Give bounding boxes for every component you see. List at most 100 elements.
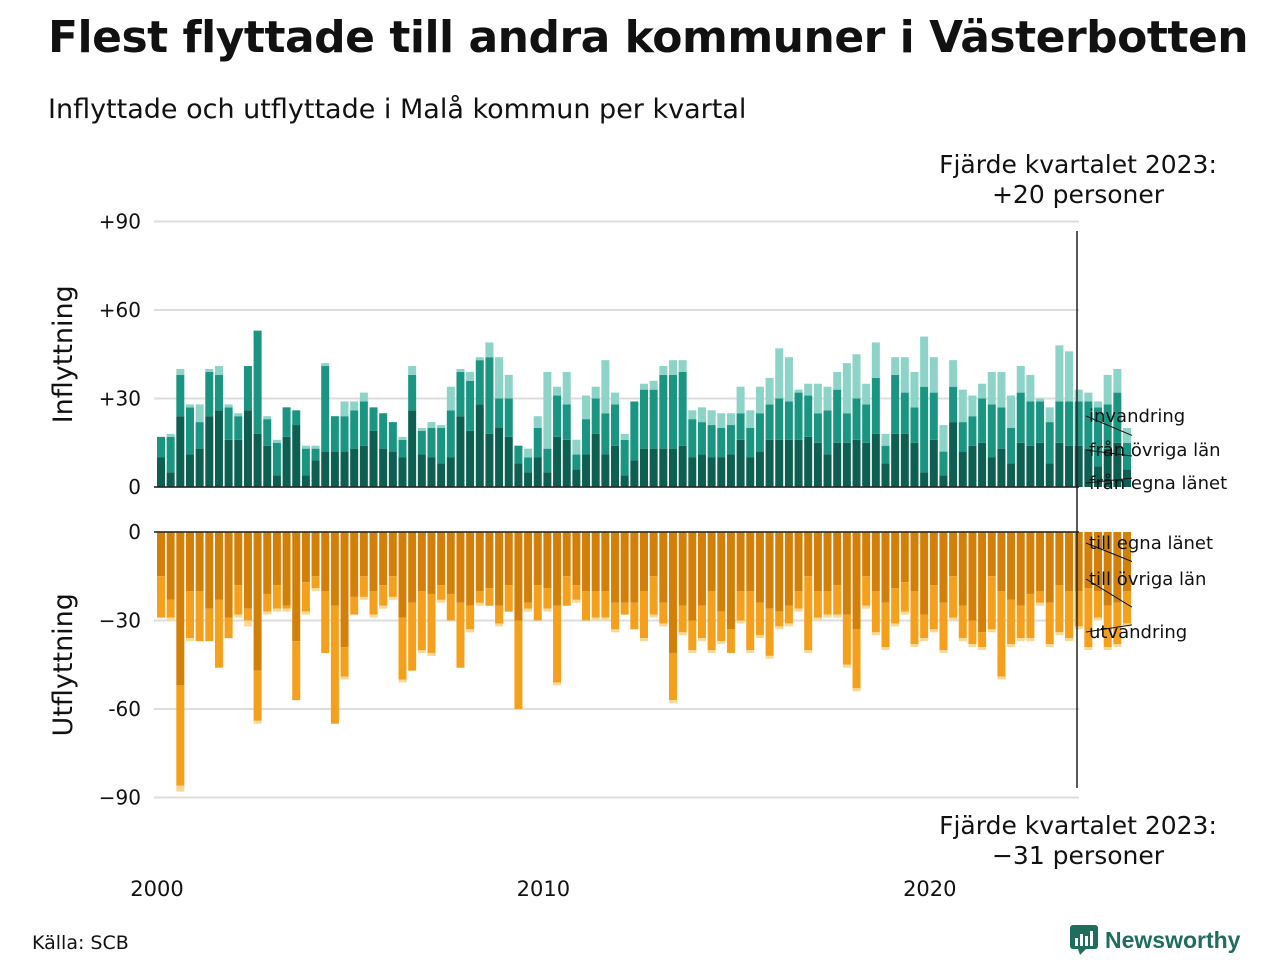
bar-segment bbox=[1045, 407, 1054, 423]
series-label: från egna länet bbox=[1089, 473, 1227, 494]
bar-segment bbox=[668, 360, 677, 375]
bar-segment bbox=[852, 688, 861, 692]
bar-segment bbox=[514, 463, 523, 487]
bar-segment bbox=[1084, 647, 1093, 650]
bar-segment bbox=[794, 532, 803, 591]
bar-segment bbox=[1113, 442, 1122, 487]
bar-segment bbox=[881, 433, 890, 446]
bar-segment bbox=[427, 457, 436, 487]
bar-segment bbox=[166, 436, 175, 473]
bar-segment bbox=[234, 532, 243, 586]
bar-segment bbox=[321, 532, 330, 591]
bar-segment bbox=[1094, 532, 1103, 591]
bar-segment bbox=[755, 413, 764, 452]
bar-segment bbox=[659, 602, 668, 624]
bar-segment bbox=[350, 532, 359, 597]
bar-segment bbox=[437, 425, 446, 428]
callout-bottom: Fjärde kvartalet 2023: −31 personer bbox=[908, 811, 1248, 871]
bar-segment bbox=[640, 383, 648, 390]
bar-segment bbox=[437, 532, 446, 586]
bar-segment bbox=[765, 377, 774, 405]
bar-segment bbox=[311, 532, 320, 577]
bar-segment bbox=[427, 428, 436, 458]
bar-segment bbox=[958, 422, 967, 452]
bar-segment bbox=[929, 532, 938, 586]
bar-segment bbox=[726, 413, 735, 426]
bar-segment bbox=[678, 360, 687, 372]
bar-segment bbox=[1045, 532, 1054, 603]
bar-segment bbox=[166, 599, 175, 618]
bar-segment bbox=[379, 585, 388, 606]
bar-segment bbox=[717, 413, 726, 428]
bar-segment bbox=[533, 532, 542, 586]
bar-segment bbox=[533, 416, 542, 428]
bar-segment bbox=[1065, 591, 1074, 639]
bar-segment bbox=[978, 383, 987, 399]
bar-segment bbox=[891, 357, 900, 375]
bar-segment bbox=[205, 532, 214, 609]
bar-segment bbox=[775, 532, 784, 612]
bar-segment bbox=[243, 366, 252, 411]
series-label: invandring bbox=[1089, 406, 1185, 427]
bar-segment bbox=[1036, 532, 1045, 591]
bar-segment bbox=[784, 532, 793, 606]
bar-segment bbox=[205, 369, 214, 372]
bar-segment bbox=[591, 617, 600, 621]
bar-segment bbox=[446, 457, 455, 487]
y-axis-label: Utflyttning bbox=[48, 593, 79, 736]
callout-top-line2: +20 personer bbox=[991, 180, 1165, 209]
bar-segment bbox=[601, 360, 610, 414]
bar-segment bbox=[804, 395, 813, 437]
bar-chart-icon bbox=[1070, 925, 1098, 955]
bar-segment bbox=[234, 416, 243, 440]
bar-segment bbox=[253, 330, 262, 434]
bar-segment bbox=[157, 576, 165, 618]
bar-segment bbox=[833, 585, 842, 615]
bar-segment bbox=[649, 448, 658, 487]
bar-segment bbox=[1055, 585, 1064, 633]
bar-segment bbox=[920, 386, 929, 473]
bar-segment bbox=[514, 620, 523, 709]
bar-segment bbox=[891, 588, 900, 624]
bar-segment bbox=[833, 614, 842, 618]
bar-segment bbox=[1016, 605, 1025, 639]
bar-segment bbox=[823, 386, 832, 411]
bar-segment bbox=[504, 436, 513, 487]
bar-segment bbox=[195, 591, 204, 642]
bar-segment bbox=[707, 650, 716, 653]
bar-segment bbox=[620, 433, 629, 440]
bar-segment bbox=[1036, 442, 1045, 487]
bar-segment bbox=[620, 602, 629, 615]
bar-segment bbox=[234, 439, 243, 487]
bar-segment bbox=[582, 591, 591, 621]
bar-segment bbox=[794, 439, 803, 487]
bar-segment bbox=[678, 632, 687, 636]
bar-segment bbox=[891, 433, 900, 487]
bar-segment bbox=[1026, 593, 1035, 639]
bar-segment bbox=[736, 386, 745, 414]
bar-segment bbox=[495, 428, 504, 487]
bar-segment bbox=[949, 422, 958, 487]
series-label: från övriga län bbox=[1089, 440, 1221, 461]
bar-segment bbox=[611, 392, 620, 405]
bar-segment bbox=[417, 650, 426, 653]
brand-logo[interactable]: Newsworthy bbox=[1070, 925, 1240, 955]
bar-segment bbox=[611, 404, 620, 446]
bar-segment bbox=[466, 430, 475, 487]
bar-segment bbox=[862, 605, 871, 609]
bar-segment bbox=[282, 605, 291, 609]
bar-segment bbox=[804, 576, 813, 650]
bar-segment bbox=[717, 611, 726, 642]
bar-segment bbox=[185, 454, 194, 487]
bar-segment bbox=[939, 425, 948, 452]
bar-segment bbox=[910, 407, 919, 443]
bar-segment bbox=[388, 451, 397, 487]
bar-segment bbox=[1055, 632, 1064, 636]
bar-segment bbox=[166, 472, 175, 487]
label-leader-line bbox=[1085, 415, 1133, 436]
bar-segment bbox=[707, 457, 716, 487]
bar-segment bbox=[224, 439, 233, 487]
bar-segment bbox=[1074, 445, 1083, 487]
bar-segment bbox=[379, 413, 388, 449]
bar-segment bbox=[1094, 407, 1103, 467]
